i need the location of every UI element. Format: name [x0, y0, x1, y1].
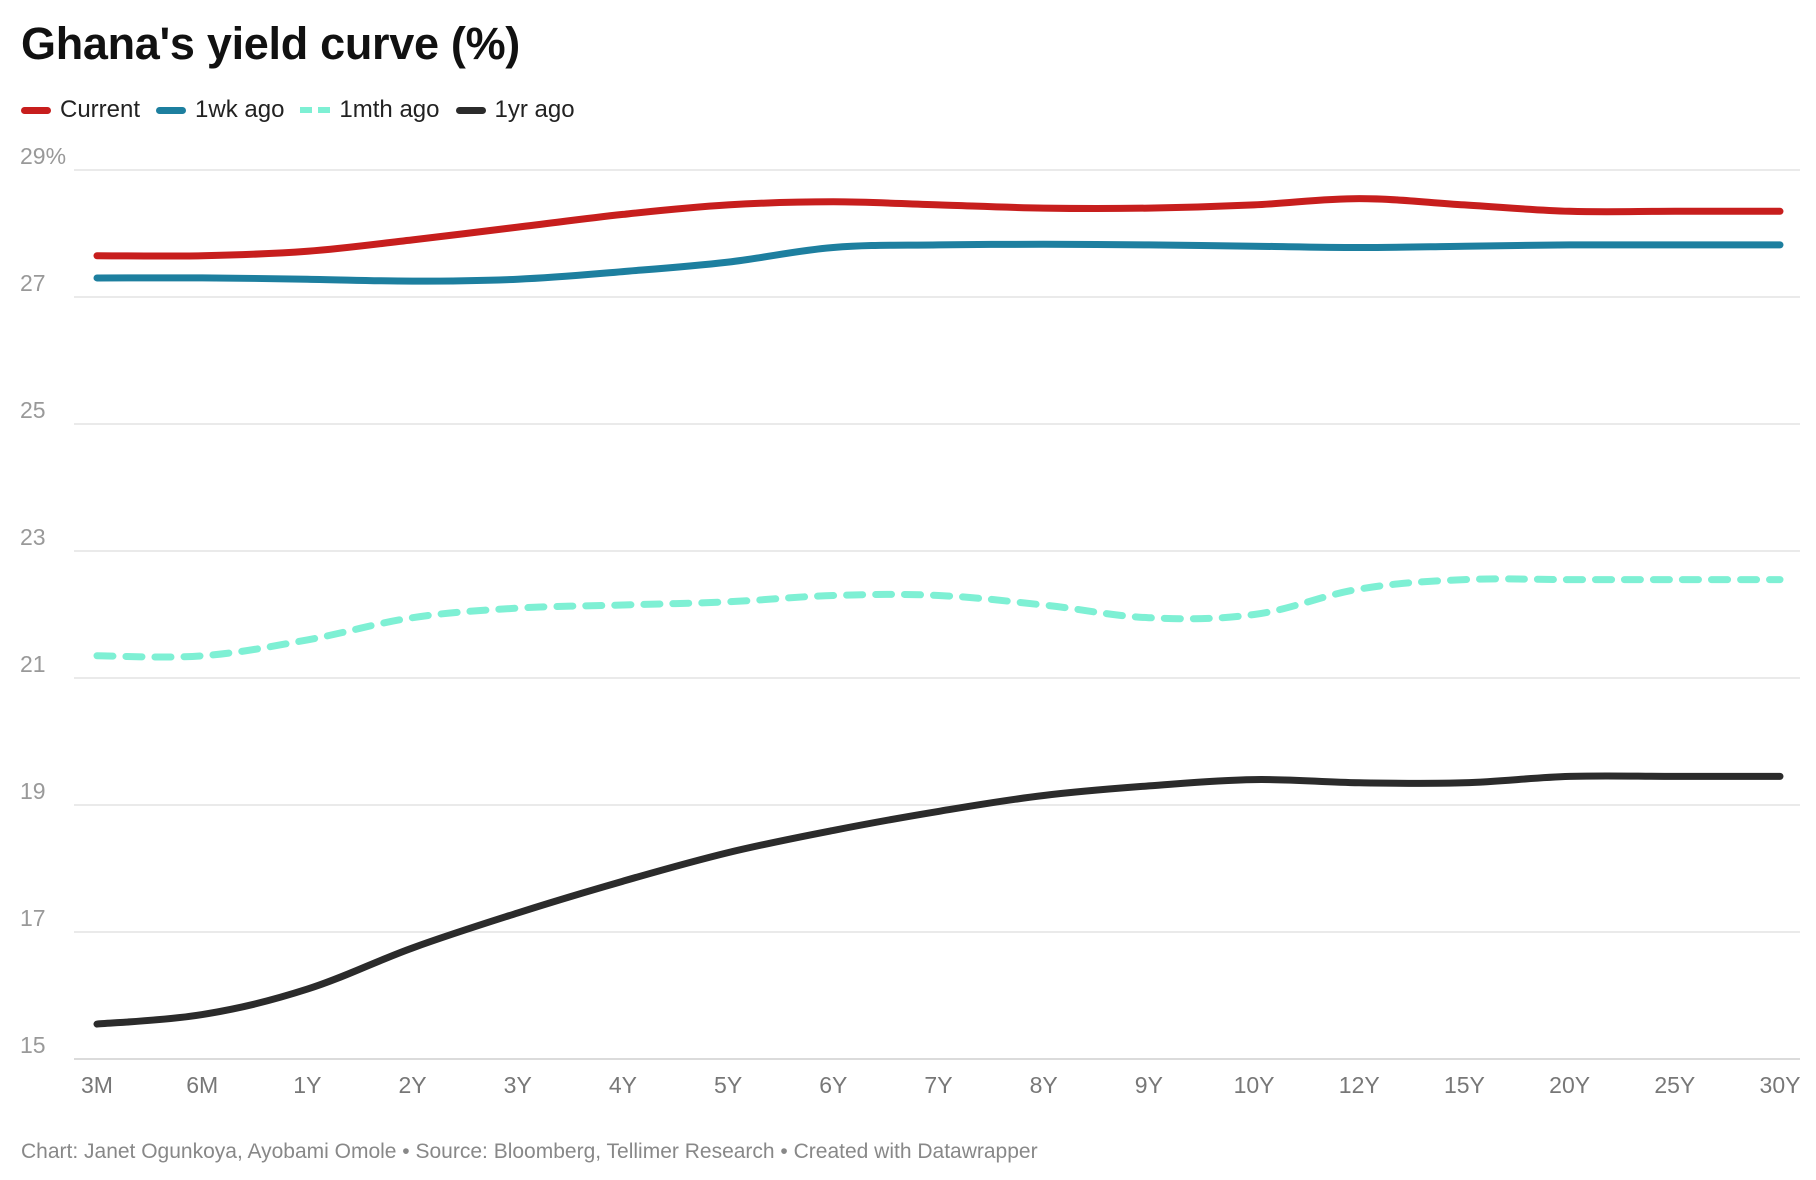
line-chart: 29% 27 25 23 21 19 17 15 3M 6M 1Y 2Y 3Y 4Y 5Y 6Y 7Y 8Y 9Y 1…	[20, 143, 1801, 1098]
x-tick-label: 20Y	[1549, 1072, 1590, 1098]
legend-item: 1mth ago	[300, 96, 440, 124]
series-line-1yr-ago	[93, 772, 1784, 1028]
x-tick-label: 6Y	[819, 1072, 847, 1098]
y-tick-label: 15	[20, 1032, 46, 1058]
legend-swatch	[455, 106, 486, 114]
x-tick-label: 3M	[81, 1072, 113, 1098]
x-tick-label: 2Y	[398, 1072, 426, 1098]
series-line-current	[93, 195, 1784, 260]
chart-title: Ghana's yield curve (%)	[21, 18, 520, 69]
x-tick-label: 4Y	[609, 1072, 637, 1098]
x-tick-label: 10Y	[1234, 1072, 1275, 1098]
y-tick-label: 29%	[20, 143, 66, 169]
x-tick-label: 12Y	[1339, 1072, 1380, 1098]
y-tick-label: 17	[20, 905, 46, 931]
legend-item: 1wk ago	[156, 96, 284, 124]
x-tick-label: 6M	[186, 1072, 218, 1098]
x-tick-label: 3Y	[504, 1072, 532, 1098]
series-line-1mth-ago	[93, 575, 1784, 661]
x-tick-label: 7Y	[924, 1072, 952, 1098]
legend-swatch	[156, 106, 187, 114]
legend-label: 1yr ago	[494, 96, 575, 123]
y-tick-label: 23	[20, 524, 46, 550]
legend-label: 1wk ago	[195, 96, 285, 123]
legend-item: Current	[21, 96, 140, 124]
legend-label: 1mth ago	[339, 96, 440, 123]
legend-swatch	[300, 107, 331, 113]
legend-label: Current	[60, 96, 141, 123]
y-tick-label: 21	[20, 651, 46, 677]
y-tick-label: 27	[20, 270, 46, 296]
legend-swatch	[21, 106, 51, 114]
x-tick-label: 1Y	[293, 1072, 321, 1098]
legend-item: 1yr ago	[455, 96, 575, 124]
series-line-1wk-ago	[93, 240, 1784, 285]
y-tick-label: 19	[20, 778, 46, 804]
chart-footer: Chart: Janet Ogunkoya, Ayobami Omole • S…	[21, 1140, 1038, 1163]
x-tick-label: 30Y	[1760, 1072, 1801, 1098]
x-tick-label: 25Y	[1654, 1072, 1695, 1098]
y-tick-label: 25	[20, 397, 46, 423]
x-tick-label: 8Y	[1030, 1072, 1058, 1098]
x-tick-label: 15Y	[1444, 1072, 1485, 1098]
x-tick-label: 9Y	[1135, 1072, 1163, 1098]
legend: Current 1wk ago 1mth ago 1yr ago	[21, 96, 591, 124]
x-tick-label: 5Y	[714, 1072, 742, 1098]
